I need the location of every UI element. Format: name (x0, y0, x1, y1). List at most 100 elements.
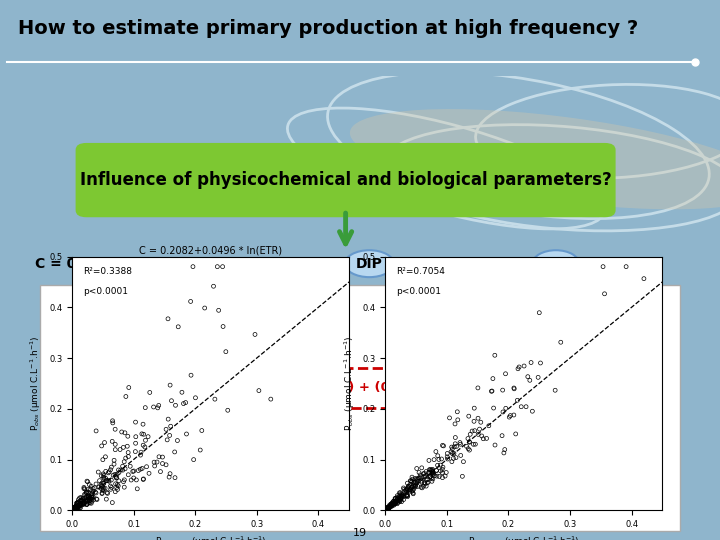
Point (86, 491, 98, 500)
Point (452, 415, 464, 424)
Point (499, 446, 510, 454)
Point (71, 502, 82, 511)
Point (69, 503, 81, 512)
Point (395, 494, 406, 502)
Point (86, 492, 97, 501)
Point (389, 500, 400, 508)
Point (117, 466, 129, 475)
Point (390, 497, 401, 506)
Point (69, 503, 81, 512)
Point (151, 458, 163, 467)
Point (102, 476, 113, 485)
Point (518, 362, 530, 370)
Point (385, 501, 397, 509)
Point (69, 504, 81, 513)
Point (396, 490, 408, 498)
Point (69, 504, 81, 512)
Point (86, 482, 97, 491)
Point (139, 443, 150, 451)
Point (395, 495, 407, 503)
Point (138, 430, 149, 438)
Point (189, 394, 201, 402)
Point (431, 466, 442, 475)
Point (78, 490, 90, 499)
Point (464, 446, 475, 455)
Point (508, 384, 520, 393)
Point (185, 371, 197, 380)
Point (510, 430, 521, 438)
Point (508, 411, 520, 420)
Point (97, 485, 109, 494)
Point (153, 401, 164, 410)
Point (74, 494, 86, 502)
Point (72, 500, 84, 509)
Point (127, 467, 138, 476)
Point (84, 495, 95, 503)
Point (433, 472, 445, 481)
Point (472, 430, 484, 438)
Point (392, 496, 404, 504)
Point (71, 499, 82, 508)
Point (418, 472, 430, 481)
Point (130, 447, 141, 456)
Point (419, 480, 431, 488)
Point (98, 484, 109, 492)
Point (451, 408, 463, 416)
Point (71, 502, 82, 511)
Point (71, 498, 83, 507)
Point (90, 427, 102, 435)
Point (437, 473, 449, 482)
Text: R²=0.7054: R²=0.7054 (396, 267, 445, 275)
Point (102, 488, 113, 497)
Point (112, 470, 123, 478)
Point (402, 491, 413, 500)
Point (436, 469, 448, 477)
Point (382, 503, 394, 512)
Point (384, 502, 396, 510)
Point (475, 418, 487, 427)
Point (427, 470, 438, 478)
Point (385, 502, 397, 510)
Point (69, 504, 81, 512)
Point (489, 351, 500, 360)
Point (83, 492, 94, 501)
Point (382, 503, 394, 512)
Point (402, 492, 413, 501)
Point (109, 446, 121, 454)
Point (387, 501, 398, 510)
Point (390, 494, 401, 503)
Point (123, 383, 135, 392)
Point (138, 420, 149, 429)
Point (408, 482, 420, 491)
Point (78, 500, 90, 508)
Point (115, 465, 127, 474)
Point (165, 422, 176, 430)
Point (423, 468, 435, 477)
Point (130, 418, 141, 427)
Point (387, 498, 399, 507)
Point (187, 262, 199, 271)
Point (383, 503, 395, 512)
Point (73, 500, 85, 509)
Point (435, 467, 446, 475)
Point (400, 486, 411, 495)
Point (415, 477, 427, 485)
X-axis label: P$_{simETR1}$ (μmol C.L$^{-1}$.h$^{-1}$): P$_{simETR1}$ (μmol C.L$^{-1}$.h$^{-1}$) (155, 535, 266, 540)
Point (402, 479, 413, 488)
Point (516, 402, 527, 411)
Point (125, 462, 136, 470)
Point (83, 492, 94, 501)
Point (534, 308, 545, 317)
Point (496, 431, 508, 440)
Point (265, 395, 276, 403)
Point (450, 453, 462, 462)
Point (125, 476, 137, 484)
Point (164, 381, 176, 389)
Point (436, 455, 447, 463)
Point (427, 468, 438, 476)
Title: C = 0.2082+0.0496 * ln(ETR): C = 0.2082+0.0496 * ln(ETR) (139, 246, 282, 256)
Point (122, 448, 134, 457)
Point (481, 434, 492, 443)
Point (157, 453, 168, 461)
Point (535, 359, 546, 367)
